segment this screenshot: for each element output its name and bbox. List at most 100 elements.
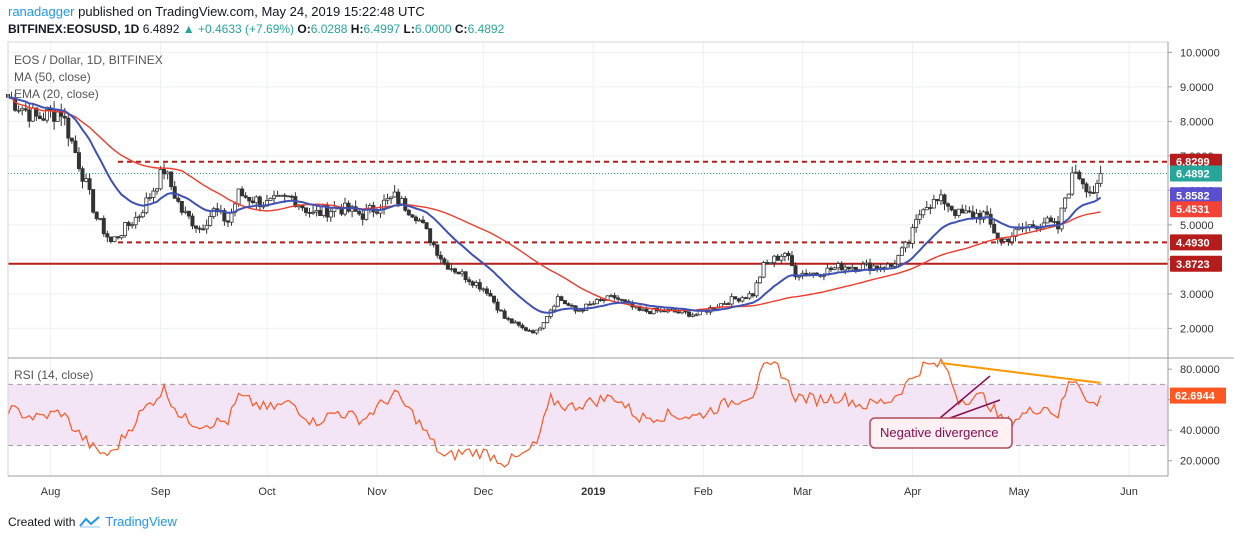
candle	[960, 204, 965, 214]
candle	[499, 309, 504, 312]
candle	[747, 290, 752, 300]
candle	[594, 298, 599, 305]
candle	[87, 173, 92, 195]
candle-down	[619, 298, 624, 301]
candle-down	[108, 236, 113, 242]
candle-down	[946, 203, 951, 207]
candle-up	[903, 241, 908, 249]
ma-legend[interactable]: MA (50, close)	[14, 70, 91, 84]
candle	[928, 204, 933, 215]
candle	[385, 193, 390, 205]
candle-up	[761, 262, 766, 278]
candle-up	[119, 235, 124, 239]
grid	[8, 42, 1168, 476]
candle	[516, 321, 521, 328]
candle-down	[765, 262, 770, 264]
candle	[789, 251, 794, 267]
symbol-label: BITFINEX:EOSUSD, 1D	[8, 22, 140, 36]
price-tag-ma: 5.4531	[1170, 201, 1222, 218]
candle	[570, 303, 575, 307]
candle	[548, 308, 553, 319]
candle	[726, 302, 731, 305]
open-label: O:	[297, 22, 311, 36]
candle	[350, 204, 355, 218]
annotation-arrow-2	[949, 399, 1001, 419]
candle-up	[154, 188, 159, 192]
candle	[931, 194, 936, 209]
candle	[73, 135, 78, 154]
candle-down	[726, 303, 731, 305]
candle	[587, 300, 592, 306]
candle-down	[197, 227, 202, 230]
candle-down	[992, 223, 997, 234]
candle-up	[151, 190, 156, 198]
rsi-tick-label: 20.0000	[1180, 456, 1220, 468]
candle-up	[722, 303, 727, 305]
candle	[591, 301, 596, 306]
candle	[456, 271, 461, 275]
candle	[768, 262, 773, 265]
candle-down	[169, 171, 174, 188]
annotation-group: Negative divergence	[869, 375, 1013, 449]
candle-up	[609, 295, 614, 297]
candle-down	[470, 281, 475, 286]
candle-down	[318, 210, 323, 216]
candle-up	[158, 169, 163, 190]
candle	[509, 318, 514, 324]
candle	[186, 210, 191, 220]
ema-20-line	[7, 96, 1102, 314]
candle	[896, 254, 901, 268]
annotation-text: Negative divergence	[880, 425, 999, 440]
candle-up	[740, 297, 745, 302]
candle-up	[1002, 238, 1007, 242]
candle-up	[640, 308, 645, 311]
candle	[899, 246, 904, 256]
ema-legend[interactable]: EMA (20, close)	[14, 87, 99, 101]
candle-up	[974, 213, 979, 218]
candle	[1095, 179, 1100, 200]
candle	[538, 326, 543, 331]
candle	[981, 210, 986, 223]
candle	[1080, 178, 1085, 189]
support-resistance-levels	[8, 160, 1168, 265]
candle-up	[389, 196, 394, 199]
tradingview-brand[interactable]: TradingView	[105, 514, 177, 529]
candle-up	[981, 211, 986, 220]
candle-down	[445, 262, 450, 270]
candle	[413, 215, 418, 224]
footer: Created with TradingView	[8, 514, 177, 529]
candle	[463, 270, 468, 283]
candle-up	[165, 171, 170, 175]
candle-down	[41, 118, 46, 121]
candle	[722, 300, 727, 305]
candle-down	[23, 108, 28, 111]
author-link[interactable]: ranadagger	[8, 4, 75, 19]
candle	[935, 198, 940, 205]
candle	[488, 289, 493, 297]
candle-down	[612, 295, 617, 299]
candle-down	[570, 304, 575, 307]
candle-up	[279, 194, 284, 197]
candle	[176, 195, 181, 204]
price-tag-ema: 5.8582	[1170, 187, 1222, 204]
candle-down	[1006, 238, 1011, 243]
candle	[268, 197, 273, 201]
candle	[406, 208, 411, 216]
candle	[750, 292, 755, 298]
candle-down	[935, 198, 940, 202]
candle	[229, 208, 234, 226]
candle-down	[580, 309, 585, 312]
candle	[775, 254, 780, 262]
candle	[211, 206, 216, 219]
candle	[225, 219, 230, 228]
price-tag-bg	[1170, 234, 1222, 251]
candle-down	[303, 207, 308, 213]
candle	[967, 206, 972, 214]
candle	[467, 276, 472, 286]
candle-down	[793, 265, 798, 278]
candle	[137, 214, 142, 223]
candle	[410, 213, 415, 219]
rsi-legend[interactable]: RSI (14, close)	[14, 368, 94, 382]
candle	[793, 262, 798, 280]
